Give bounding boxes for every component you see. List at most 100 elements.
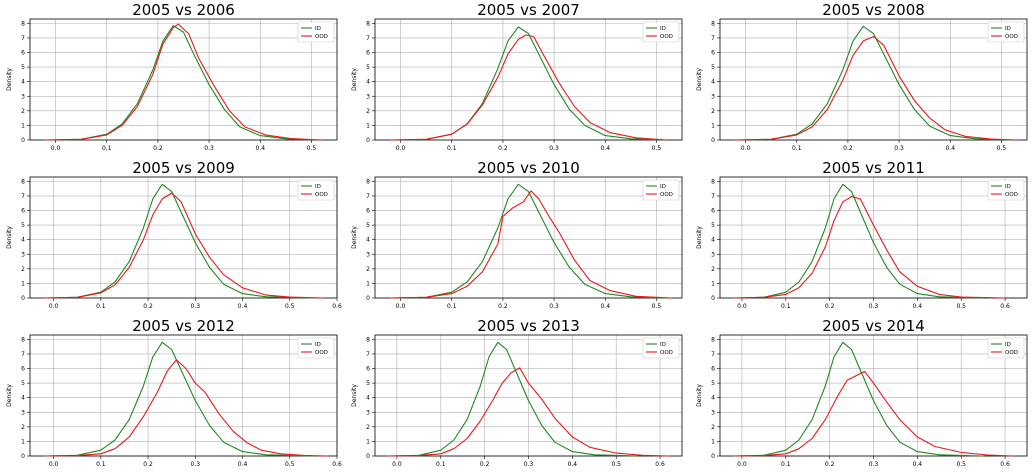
density-chart-svg: 0.0 0.1 0.2 0.3 0.4 0.5 0 1 2 3 4 5 6 7 8 Density 2005 v… — [6, 1, 338, 152]
y-tick-label: 5 — [711, 222, 715, 229]
density-chart-svg: 0.0 0.1 0.2 0.3 0.4 0.5 0 1 2 3 4 5 6 7 8 Density 2005 v… — [351, 159, 683, 310]
id-series-line — [733, 183, 984, 299]
y-tick-label: 8 — [711, 178, 715, 185]
y-tick-label: 1 — [366, 122, 370, 129]
x-tick-label: 0.5 — [652, 145, 662, 152]
ood-series-line — [733, 196, 1006, 299]
y-tick-label: 3 — [711, 93, 715, 100]
y-tick-label: 4 — [21, 237, 25, 244]
x-tick-label: 0.2 — [843, 145, 853, 152]
legend-box — [642, 21, 680, 43]
x-tick-label: 0.4 — [568, 461, 578, 468]
y-tick-label: 3 — [366, 93, 370, 100]
x-tick-label: 0.3 — [894, 145, 904, 152]
y-tick-label: 1 — [21, 280, 25, 287]
plot-frame — [29, 18, 338, 141]
chart-title: 2005 vs 2008 — [822, 1, 925, 19]
y-tick-label: 5 — [21, 222, 25, 229]
y-tick-label: 8 — [711, 20, 715, 27]
x-tick-label: 0.4 — [600, 145, 610, 152]
x-tick-label: 0.1 — [781, 303, 791, 310]
y-tick-label: 4 — [711, 79, 715, 86]
x-tick-label: 0.4 — [238, 461, 248, 468]
y-axis-label: Density — [351, 226, 358, 249]
y-tick-label: 8 — [366, 178, 370, 185]
y-tick-label: 4 — [366, 237, 370, 244]
ood-series-line — [388, 367, 669, 457]
y-tick-label: 3 — [711, 409, 715, 416]
x-tick-label: 0.3 — [524, 461, 534, 468]
y-tick-label: 6 — [711, 50, 715, 57]
x-tick-label: 0.2 — [153, 145, 163, 152]
plot-frame — [374, 176, 683, 299]
id-series-line — [44, 183, 314, 299]
density-chart-panel: 0.0 0.1 0.2 0.3 0.4 0.5 0 1 2 3 4 5 6 7 8 Density 2005 v… — [690, 0, 1032, 156]
y-tick-label: 7 — [711, 35, 715, 42]
density-chart-svg: 0.0 0.1 0.2 0.3 0.4 0.5 0.6 0 1 2 3 4 5 6 7 8 Density 200… — [6, 317, 342, 468]
density-chart-panel: 0.0 0.1 0.2 0.3 0.4 0.5 0 1 2 3 4 5 6 7 8 Density 2005 v… — [0, 0, 342, 156]
y-tick-label: 3 — [366, 251, 370, 258]
chart-title: 2005 vs 2011 — [822, 159, 925, 177]
y-tick-label: 5 — [711, 64, 715, 71]
y-axis-label: Density — [696, 68, 703, 91]
y-tick-label: 2 — [711, 108, 715, 115]
legend-label: ID — [660, 26, 666, 32]
chart-title: 2005 vs 2010 — [477, 159, 580, 177]
y-tick-label: 8 — [366, 20, 370, 27]
id-series-line — [735, 25, 1012, 141]
ood-series-line — [735, 35, 1017, 141]
x-tick-label: 0.0 — [737, 303, 747, 310]
y-tick-label: 1 — [366, 438, 370, 445]
y-tick-label: 1 — [366, 280, 370, 287]
legend-box — [987, 337, 1025, 359]
y-tick-label: 8 — [366, 336, 370, 343]
y-tick-label: 2 — [21, 266, 25, 273]
x-tick-label: 0.4 — [913, 461, 923, 468]
x-tick-label: 0.1 — [447, 145, 457, 152]
y-tick-label: 5 — [366, 222, 370, 229]
x-tick-label: 0.1 — [96, 461, 106, 468]
legend-label: ID — [1005, 26, 1011, 32]
y-tick-label: 2 — [21, 108, 25, 115]
x-tick-label: 0.3 — [549, 303, 559, 310]
y-tick-label: 0 — [711, 137, 715, 144]
legend-label: ID — [660, 184, 666, 190]
plot-frame — [374, 18, 683, 141]
y-axis-label: Density — [696, 384, 703, 407]
y-axis-label: Density — [696, 226, 703, 249]
chart-title: 2005 vs 2006 — [132, 1, 235, 19]
x-tick-label: 0.5 — [285, 461, 295, 468]
y-tick-label: 2 — [366, 424, 370, 431]
x-tick-label: 0.2 — [480, 461, 490, 468]
density-chart-panel: 0.0 0.1 0.2 0.3 0.4 0.5 0 1 2 3 4 5 6 7 8 Density 2005 v… — [345, 0, 687, 156]
density-chart-panel: 0.0 0.1 0.2 0.3 0.4 0.5 0.6 0 1 2 3 4 5 6 7 8 Density 200… — [345, 316, 687, 472]
legend-label: ID — [315, 342, 321, 348]
x-tick-label: 0.2 — [498, 145, 508, 152]
chart-title: 2005 vs 2012 — [132, 317, 235, 335]
y-tick-label: 2 — [366, 266, 370, 273]
id-series-line — [45, 25, 322, 141]
plot-frame — [719, 18, 1028, 141]
x-tick-label: 0.0 — [392, 461, 402, 468]
y-tick-label: 1 — [711, 438, 715, 445]
y-tick-label: 2 — [711, 424, 715, 431]
density-chart-svg: 0.0 0.1 0.2 0.3 0.4 0.5 0.6 0 1 2 3 4 5 6 7 8 Density 200… — [6, 159, 342, 310]
y-tick-label: 8 — [21, 178, 25, 185]
ood-series-line — [44, 192, 323, 299]
legend-box — [642, 337, 680, 359]
x-tick-label: 0.0 — [51, 145, 61, 152]
y-tick-label: 0 — [21, 453, 25, 460]
x-tick-label: 0.3 — [869, 461, 879, 468]
id-series-line — [390, 26, 667, 141]
density-chart-svg: 0.0 0.1 0.2 0.3 0.4 0.5 0 1 2 3 4 5 6 7 8 Density 2005 v… — [696, 1, 1028, 152]
x-tick-label: 0.4 — [945, 145, 955, 152]
y-tick-label: 8 — [711, 336, 715, 343]
y-tick-label: 3 — [21, 409, 25, 416]
legend-label: OOD — [660, 350, 673, 356]
legend-box — [642, 179, 680, 201]
y-tick-label: 7 — [21, 35, 25, 42]
y-axis-label: Density — [351, 68, 358, 91]
y-tick-label: 6 — [711, 208, 715, 215]
chart-title: 2005 vs 2013 — [477, 317, 580, 335]
x-tick-label: 0.0 — [49, 461, 59, 468]
